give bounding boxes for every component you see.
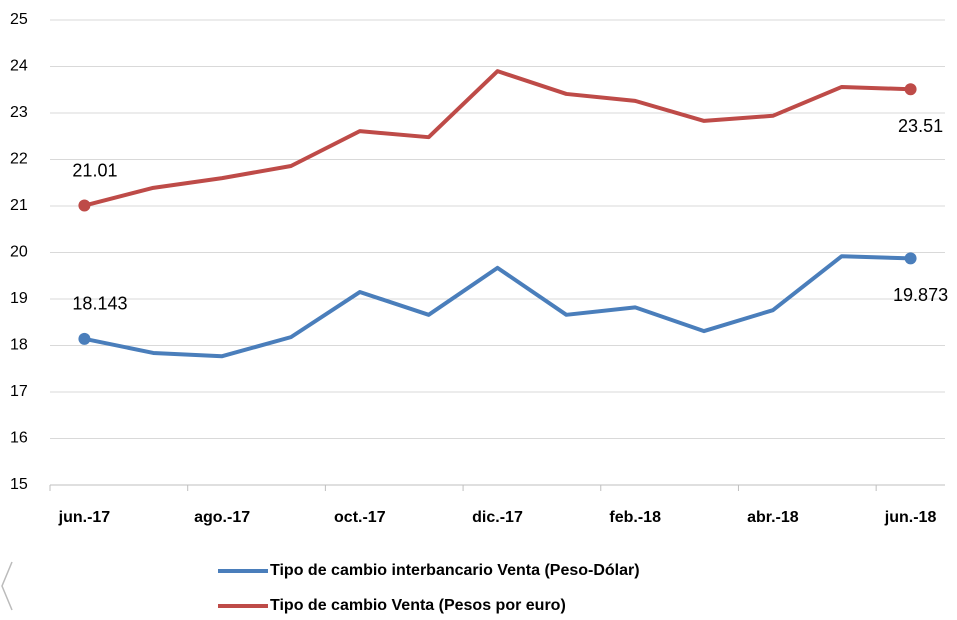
y-tick-label: 18 [10, 337, 28, 354]
point-marker [78, 199, 91, 212]
y-tick-label: 22 [10, 151, 28, 168]
y-tick-label: 24 [10, 58, 28, 75]
x-tick-label: oct.-17 [334, 509, 386, 526]
y-tick-label: 16 [10, 430, 28, 447]
series-line [83, 69, 911, 208]
data-label: 18.143 [72, 294, 127, 314]
series-line [84, 254, 911, 359]
data-label: 23.51 [898, 116, 943, 136]
x-tick-label: jun.-18 [884, 509, 937, 526]
point-marker [78, 332, 91, 345]
y-tick-label: 21 [10, 197, 28, 214]
legend-label: Tipo de cambio interbancario Venta (Peso… [270, 562, 640, 579]
legend-label: Tipo de cambio Venta (Pesos por euro) [270, 597, 566, 614]
data-label: 21.01 [72, 160, 117, 180]
x-tick-label: ago.-17 [194, 509, 250, 526]
y-tick-label: 15 [10, 476, 28, 493]
y-tick-label: 19 [10, 290, 28, 307]
y-tick-label: 25 [10, 11, 28, 28]
x-tick-label: jun.-17 [58, 509, 111, 526]
x-tick-label: dic.-17 [472, 509, 523, 526]
y-tick-label: 20 [10, 244, 28, 261]
decoration [1, 561, 13, 611]
y-tick-label: 23 [10, 104, 28, 121]
data-label: 19.873 [893, 285, 948, 305]
point-marker [904, 252, 917, 265]
x-tick-label: abr.-18 [747, 509, 799, 526]
point-marker [904, 83, 917, 96]
y-tick-label: 17 [10, 383, 28, 400]
x-tick-label: feb.-18 [609, 509, 661, 526]
